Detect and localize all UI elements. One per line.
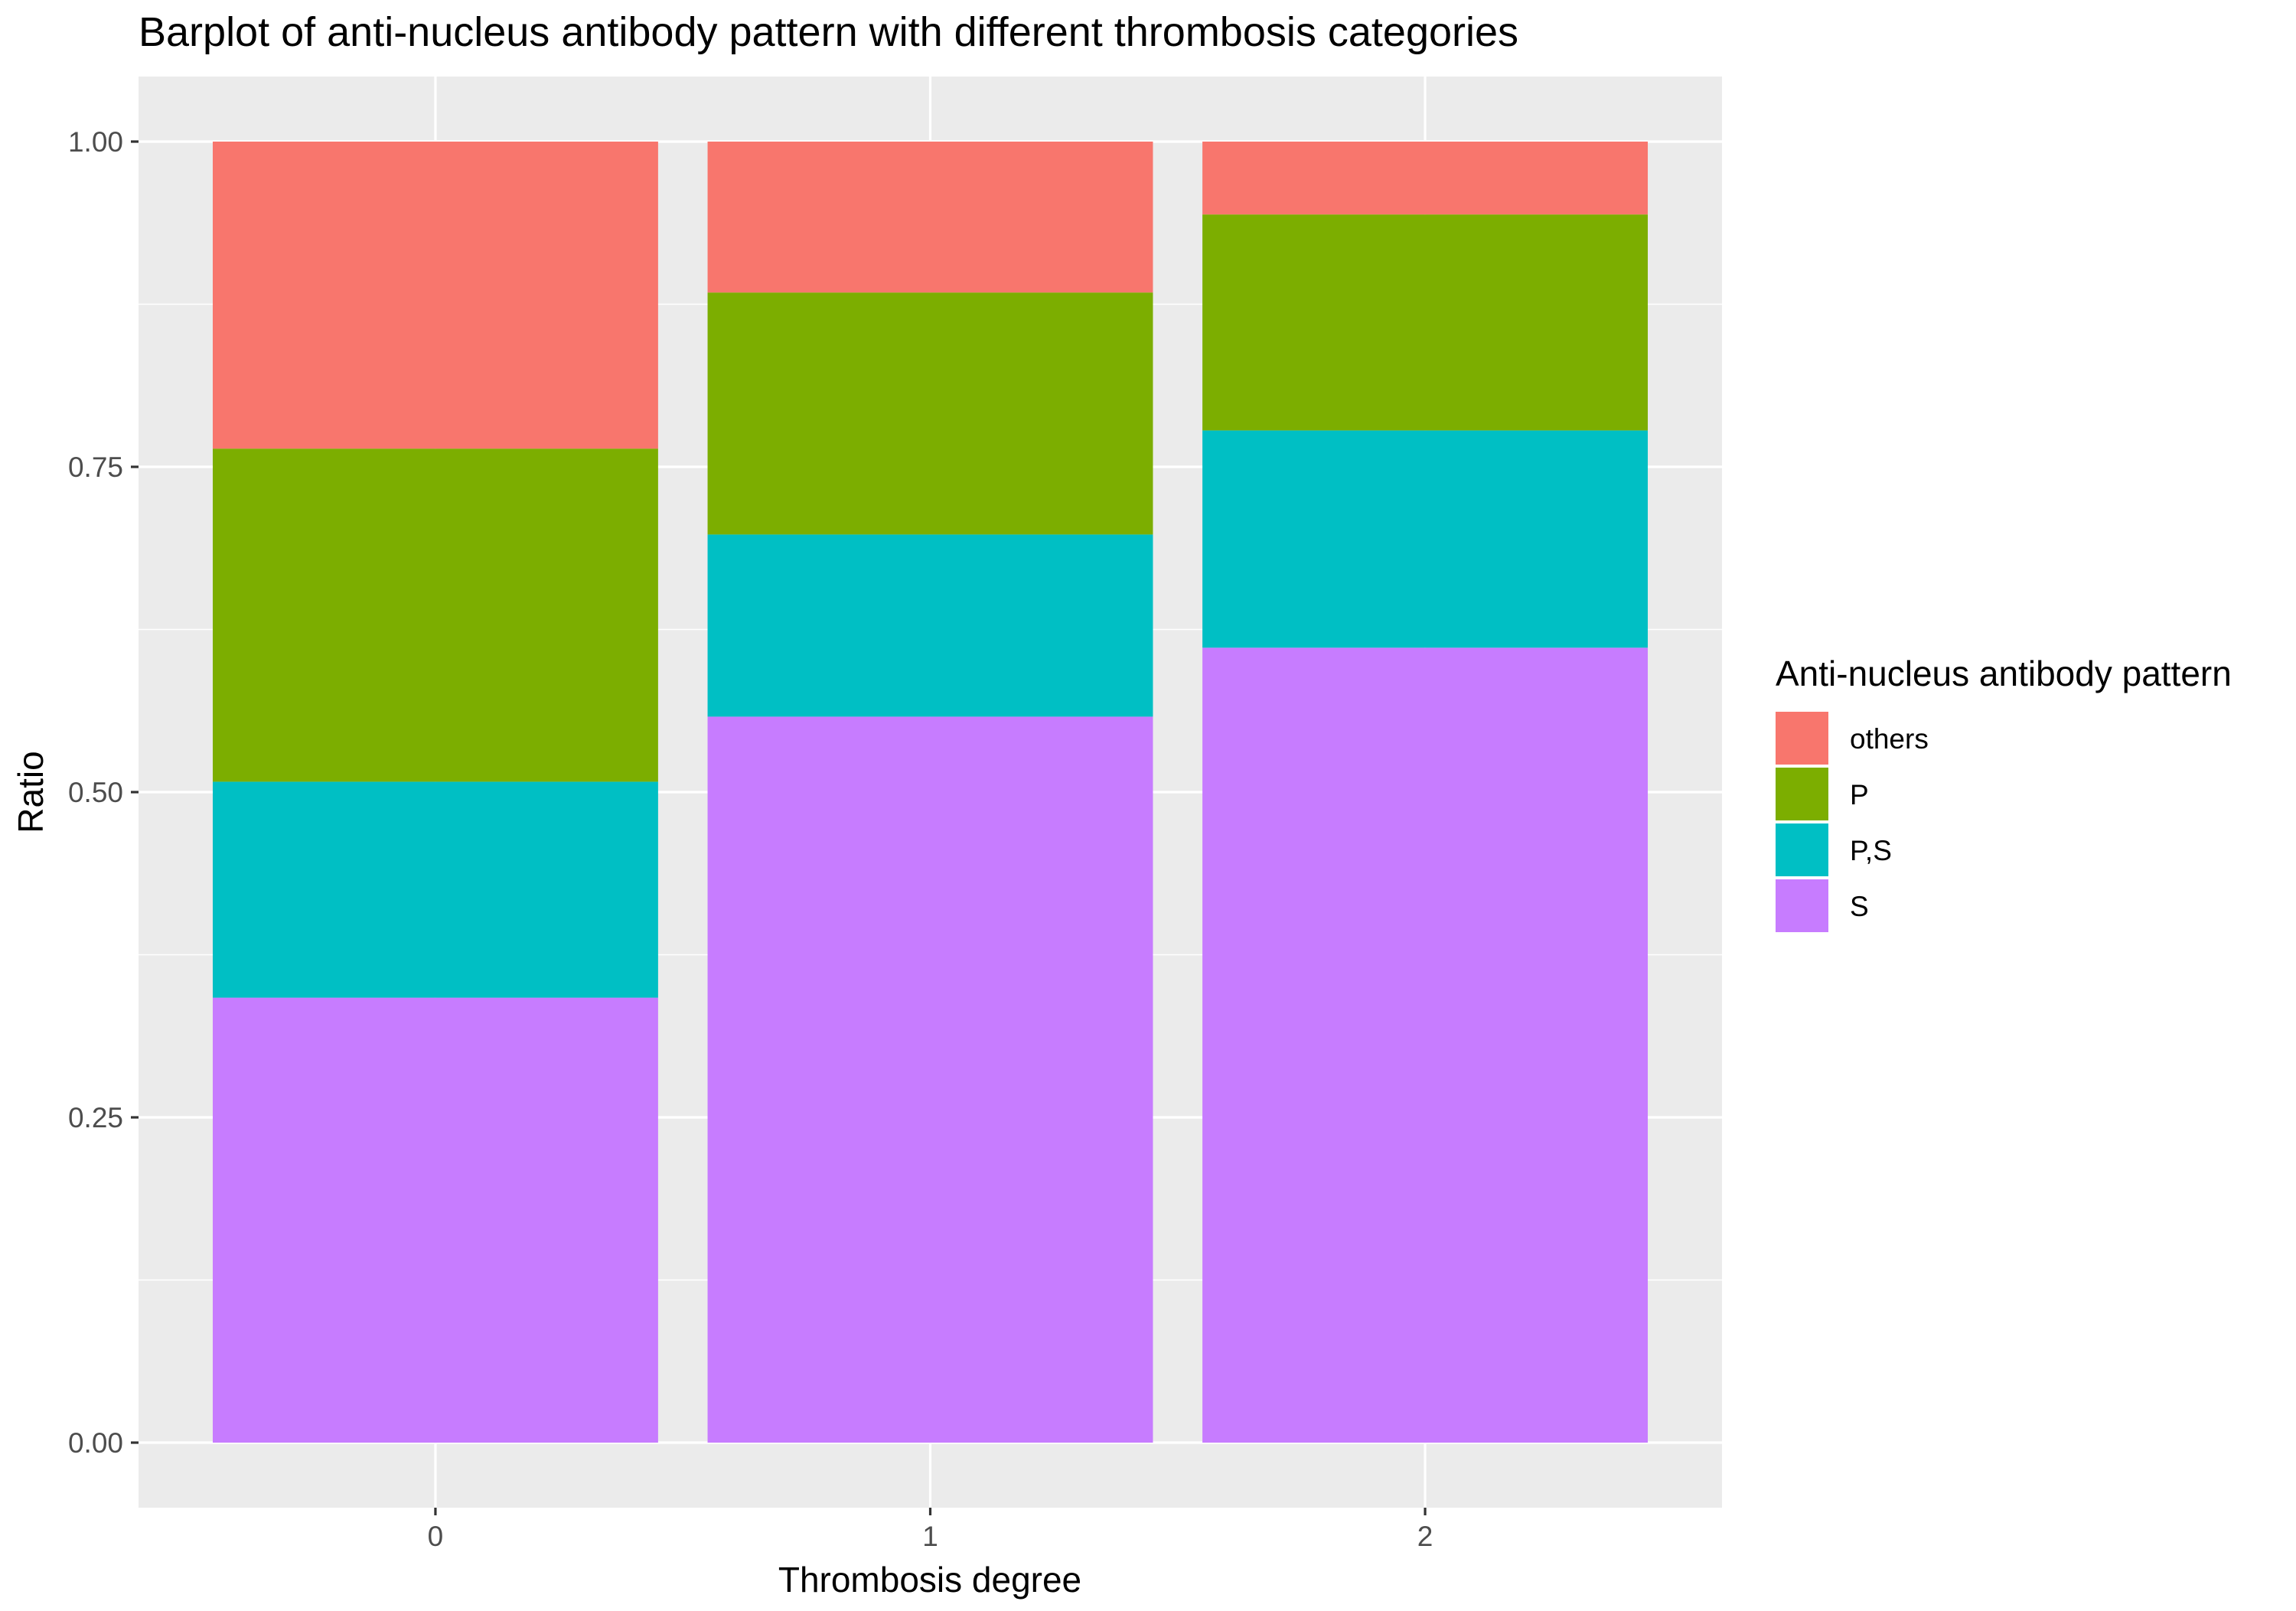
legend-label: S: [1850, 891, 1869, 922]
bar-0-S: [212, 997, 658, 1443]
legend-label: P: [1850, 779, 1869, 810]
x-tick-label: 0: [428, 1521, 444, 1552]
bar-2-others: [1202, 142, 1649, 215]
bar-0-others: [212, 142, 658, 449]
legend-key-S: [1776, 879, 1828, 932]
legend: Anti-nucleus antibody pattern others P P,S…: [1776, 654, 2232, 932]
bar-1-P: [707, 292, 1153, 535]
bar-2-S: [1202, 647, 1649, 1443]
x-tick-label: 1: [922, 1521, 938, 1552]
y-tick-label: 0.25: [68, 1102, 123, 1133]
legend-key-P,S: [1776, 823, 1828, 876]
x-axis: 0 1 2: [428, 1508, 1433, 1552]
legend-label: P,S: [1850, 835, 1892, 866]
y-tick-label: 0.75: [68, 452, 123, 483]
bar-2-P,S: [1202, 430, 1649, 648]
bar-0-P: [212, 448, 658, 782]
y-axis: 0.00 0.25 0.50 0.75 1.00: [68, 126, 139, 1459]
legend-title: Anti-nucleus antibody pattern: [1776, 654, 2232, 693]
y-tick-label: 0.00: [68, 1427, 123, 1459]
legend-key-P: [1776, 768, 1828, 820]
bar-1-S: [707, 716, 1153, 1443]
bar-1-P,S: [707, 534, 1153, 717]
y-tick-label: 0.50: [68, 777, 123, 808]
bar-0-P,S: [212, 781, 658, 998]
chart-title: Barplot of anti-nucleus antibody pattern…: [139, 9, 1518, 55]
bar-2-P: [1202, 214, 1649, 431]
x-tick-label: 2: [1417, 1521, 1433, 1552]
legend-key-others: [1776, 712, 1828, 765]
bars: [212, 142, 1649, 1443]
y-tick-label: 1.00: [68, 126, 123, 158]
y-axis-label: Ratio: [11, 751, 51, 833]
x-axis-label: Thrombosis degree: [778, 1560, 1081, 1600]
bar-1-others: [707, 142, 1153, 293]
legend-label: others: [1850, 723, 1929, 755]
